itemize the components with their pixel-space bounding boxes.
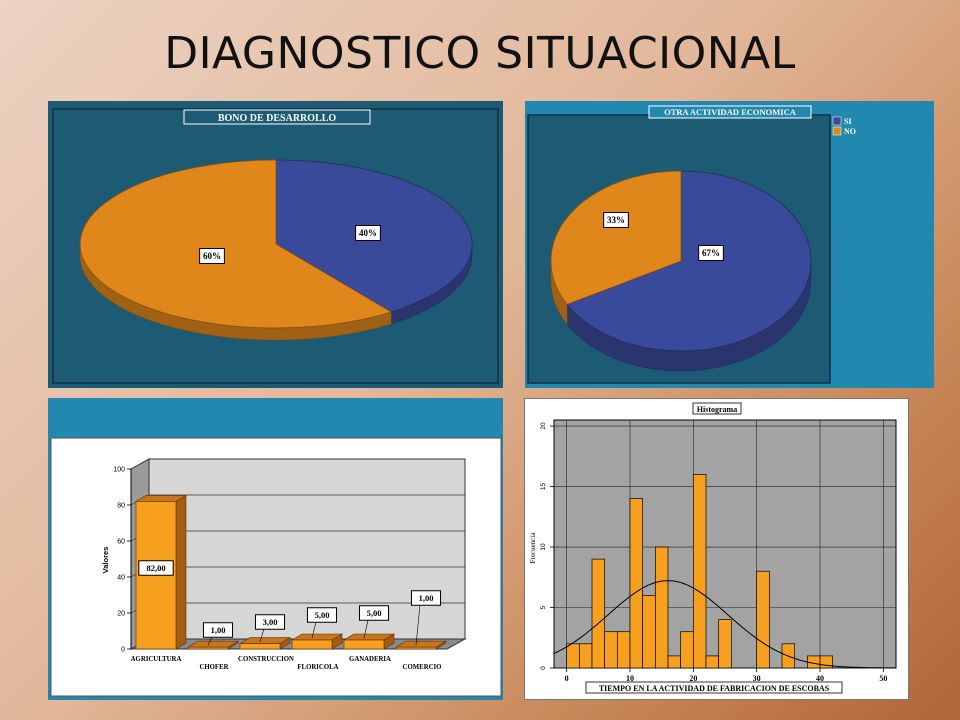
histogram-xtick-0: 0 [565, 674, 569, 683]
bar-value-label-0: 82,00 [146, 563, 165, 573]
bar-category-0: AGRICULTURA [131, 656, 182, 663]
bar-ytick-2: 40 [117, 575, 125, 582]
bar-ylabel: Valores [101, 547, 110, 574]
histogram-ytick-0: 0 [540, 666, 547, 670]
bar-ocupacion-chart: Valores 0 20 40 60 80 100 82,00 AGRICULTURA 1,00… [50, 437, 502, 697]
histogram-ytick-1: 5 [540, 605, 547, 609]
legend-swatch-si [832, 116, 842, 126]
pie-actividad-title: OTRA ACTIVIDAD ECONOMICA [664, 107, 797, 117]
histogram-chart: Histograma Frecuencia TIEMPO EN LA ACTIV… [524, 398, 909, 700]
histogram-bar-11 [705, 655, 720, 669]
pie-bono-title: BONO DE DESARROLLO [218, 113, 337, 124]
bar-2 [239, 643, 281, 650]
bar-category-2: CONSTRUCCION [238, 656, 294, 663]
legend-label-no: NO [844, 127, 856, 136]
histogram-bar-0 [566, 643, 580, 669]
histogram-xtick-2: 20 [689, 674, 697, 683]
histogram-xtick-4: 40 [816, 674, 824, 683]
histogram-xlabel: TIEMPO EN LA ACTIVIDAD DE FABRICACION DE… [599, 684, 830, 693]
bar-ocupacion-panel: Valores 0 20 40 60 80 100 82,00 AGRICULTURA 1,00… [48, 398, 503, 700]
histogram-ylabel: Frecuencia [529, 532, 537, 564]
pie-slice-1 [550, 170, 682, 305]
histogram-bar-8 [667, 655, 682, 669]
pie-label-0: 40% [359, 228, 377, 238]
pie-slice-1 [79, 159, 393, 329]
bar-4 [343, 639, 385, 650]
bar-ytick-4: 80 [117, 503, 125, 510]
histogram-bar-7 [654, 546, 669, 669]
legend-label-si: SI [844, 117, 852, 126]
histogram-normal-curve [553, 580, 896, 669]
pie-label-1: 60% [203, 251, 221, 261]
histogram-ytick-3: 15 [540, 483, 547, 491]
histogram-bar-5 [629, 498, 644, 669]
histogram-bar-9 [680, 631, 694, 669]
histogram-bar-6 [642, 595, 656, 669]
histogram-bar-3 [604, 631, 618, 669]
pie-actividad-panel: OTRA ACTIVIDAD ECONOMICA SI NO 67% 33% [525, 101, 934, 388]
histogram-bar-1 [578, 643, 593, 669]
bar-ytick-0: 0 [121, 647, 125, 654]
histogram-title: Histograma [697, 405, 737, 414]
pie-label-1: 33% [607, 215, 625, 225]
legend: SI NO [832, 116, 856, 136]
histogram-xtick-1: 10 [626, 674, 634, 683]
histogram-bar-12 [718, 619, 732, 669]
bar-category-4: GANADERIA [349, 656, 391, 663]
bar-value-label-4: 5,00 [367, 608, 382, 618]
histogram-bar-2 [591, 558, 606, 669]
histogram-xtick-3: 30 [753, 674, 761, 683]
pie-bono-chart: BONO DE DESARROLLO 40% 60% [52, 108, 499, 384]
histogram-xtick-5: 50 [879, 674, 887, 683]
bar-category-3: FLORICOLA [297, 664, 338, 671]
histogram-bar-4 [616, 631, 631, 669]
bar-value-label-2: 3,00 [263, 617, 278, 627]
histogram-bar-13 [756, 570, 770, 669]
bar-ytick-5: 100 [113, 467, 125, 474]
histogram-ytick-2: 10 [540, 543, 547, 551]
bar-value-label-1: 1,00 [211, 625, 226, 635]
histogram-ytick-4: 20 [540, 422, 547, 430]
pie-actividad-chart: OTRA ACTIVIDAD ECONOMICA SI NO 67% 33% [527, 105, 856, 384]
bar-3 [291, 639, 333, 650]
bar-category-5: COMERCIO [403, 664, 442, 671]
pie-bono-panel: BONO DE DESARROLLO 40% 60% [48, 101, 503, 388]
pie-label-0: 67% [702, 248, 720, 258]
bar-ytick-1: 20 [117, 611, 125, 618]
bar-value-label-5: 1,00 [419, 593, 434, 603]
bar-category-1: CHOFER [199, 664, 228, 671]
histogram-panel: Histograma Frecuencia TIEMPO EN LA ACTIV… [524, 398, 909, 700]
histogram-bar-10 [692, 474, 707, 669]
bar-1 [187, 646, 229, 650]
bar-value-label-3: 5,00 [315, 610, 330, 620]
pie-slice-0 [566, 170, 812, 352]
legend-swatch-no [832, 126, 842, 136]
bar-5 [395, 646, 437, 650]
bar-ytick-3: 60 [117, 539, 125, 546]
page-title: DIAGNOSTICO SITUACIONAL [164, 28, 796, 79]
